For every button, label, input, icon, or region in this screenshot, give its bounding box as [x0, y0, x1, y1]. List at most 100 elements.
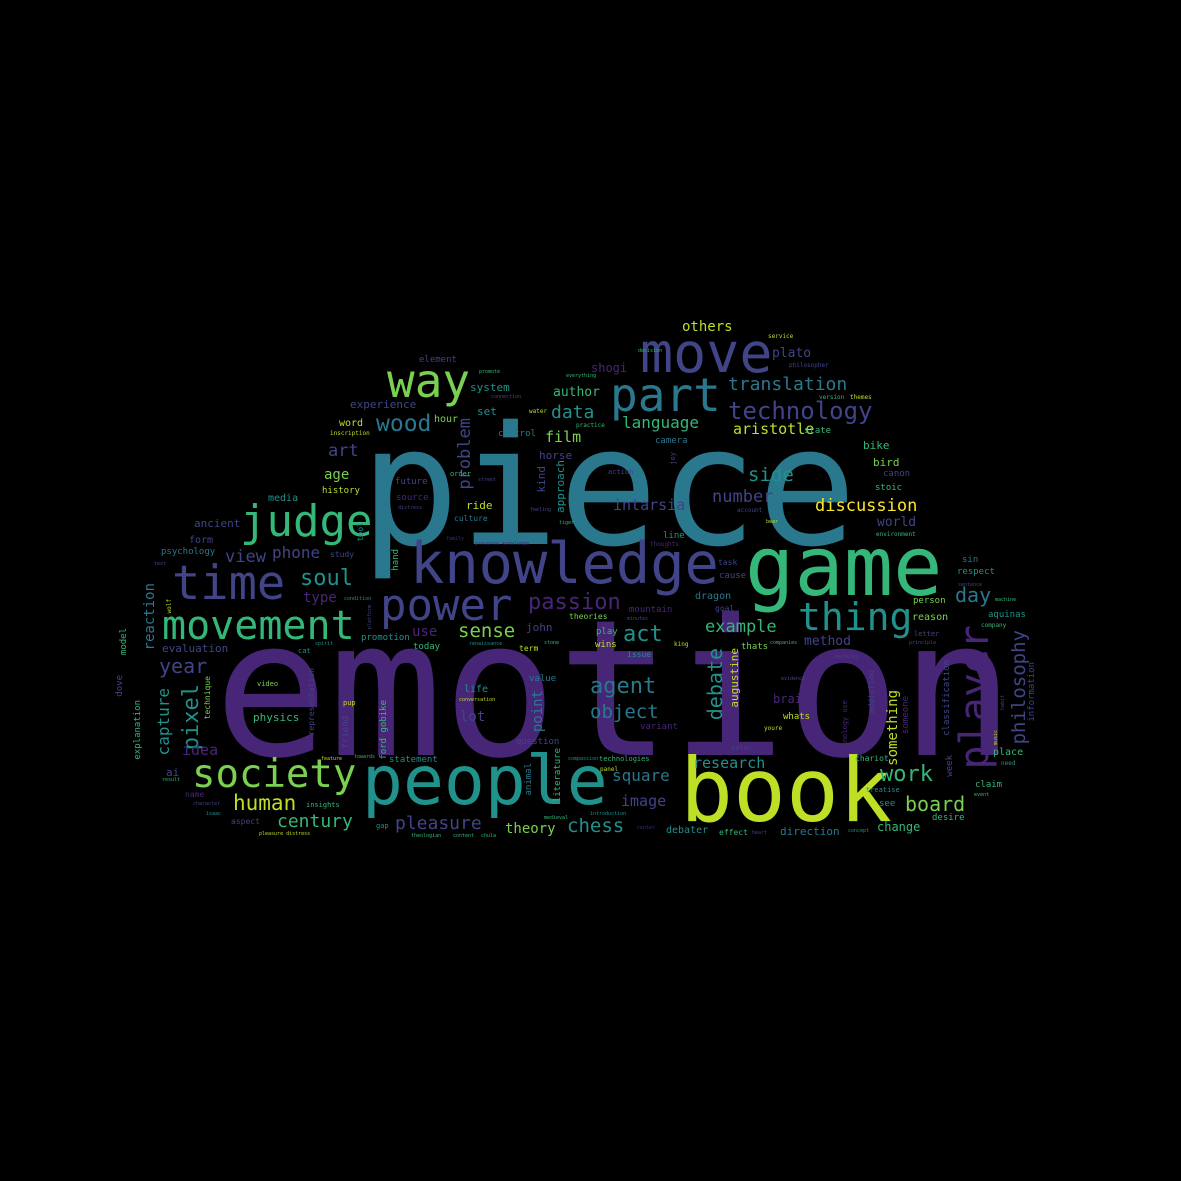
word-art: art — [328, 441, 359, 461]
word-character: character — [193, 801, 221, 807]
word-society: society — [192, 752, 357, 797]
word-evidence: evidence — [781, 676, 806, 682]
word-film: film — [545, 428, 582, 446]
word-technology: technology — [728, 397, 873, 425]
word-translation: translation — [728, 374, 848, 395]
word-work: work — [880, 762, 933, 787]
word-history: history — [322, 486, 360, 496]
word-approach: approach — [554, 460, 567, 513]
word-number: number — [712, 487, 774, 507]
word-inscription: inscription — [330, 430, 370, 437]
word-state: state — [804, 426, 832, 436]
word-isaac: isaac — [206, 811, 222, 817]
word-square: square — [612, 766, 670, 785]
word-reaction: reaction — [142, 583, 158, 651]
word-theory: theory — [505, 821, 556, 837]
word-capture: capture — [154, 688, 173, 756]
word-wood: wood — [376, 411, 432, 437]
word-century: century — [277, 811, 353, 832]
word-wolf: wolf — [166, 599, 173, 614]
word-joy: joy — [669, 452, 677, 465]
word-water: water — [529, 408, 548, 415]
word-youre: youre — [764, 725, 783, 732]
word-chula: chula — [481, 833, 497, 839]
word-information: information — [1027, 662, 1037, 722]
word-theologian: theologian — [411, 833, 442, 839]
word-line: line — [663, 531, 685, 541]
word-technology-use: technology use — [841, 700, 849, 760]
word-idea: idea — [182, 741, 219, 759]
word-service: service — [768, 333, 794, 340]
word-chariot: chariot — [855, 754, 889, 763]
word-problem: problem — [455, 418, 475, 490]
word-point: point — [530, 690, 546, 733]
word-center: center — [637, 825, 656, 831]
word-medieval: medieval — [544, 815, 569, 821]
word-dragon: dragon — [695, 591, 732, 602]
word-name: name — [185, 790, 205, 799]
word-ride: ride — [466, 499, 493, 512]
word-music: music — [993, 730, 999, 746]
word-see: see — [879, 799, 896, 809]
word-word: word — [339, 418, 364, 429]
word-control: control — [498, 429, 536, 439]
word-habit: habit — [1000, 695, 1006, 711]
word-place: place — [993, 747, 1024, 758]
word-age: age — [324, 467, 350, 483]
word-technologies: technologies — [599, 755, 650, 763]
word-decision: decision — [638, 348, 663, 354]
word-thoughts: thoughts — [650, 541, 679, 548]
word-today: today — [413, 642, 441, 652]
word-variant: variant — [640, 722, 678, 732]
word-agent: agent — [590, 674, 657, 699]
word-distress: distress — [398, 505, 423, 511]
word-play: play — [596, 627, 618, 637]
word-conversation: conversation — [459, 697, 496, 703]
word-issue: issue — [627, 650, 652, 659]
word-aspect: aspect — [231, 817, 260, 826]
word-sin: sin — [962, 555, 979, 565]
word-life: life — [464, 684, 489, 695]
word-effect: effect — [719, 828, 748, 837]
word-claim: claim — [975, 780, 1003, 790]
word-john: john — [526, 621, 553, 634]
word-feeling: feeling — [530, 507, 552, 513]
word-understand: understand — [418, 700, 424, 731]
word-year: year — [159, 654, 208, 678]
word-account: account — [737, 507, 763, 514]
word-ancient: ancient — [194, 517, 241, 530]
word-side: side — [748, 464, 794, 486]
word-lot: lot — [460, 709, 486, 725]
word-knowledge: knowledge — [410, 531, 719, 597]
word-animal: animal — [524, 763, 534, 796]
word-human: human — [233, 791, 297, 815]
word-themes: themes — [850, 394, 872, 401]
word-set: set — [477, 405, 497, 418]
word-value: value — [529, 674, 557, 684]
word-person: person — [913, 596, 946, 606]
word-explanation: explanation — [133, 700, 143, 760]
word-shogi: shogi — [591, 361, 628, 375]
word-letter: letter — [914, 630, 940, 638]
word-way: way — [387, 354, 471, 408]
word-promotion: promotion — [361, 633, 410, 643]
word-intarsia: intarsia — [613, 496, 686, 514]
word-stoic: stoic — [875, 483, 903, 493]
word-method: method — [804, 634, 851, 649]
word-book: book — [680, 739, 892, 842]
word-mountain: mountain — [629, 605, 673, 615]
word-feature: feature — [321, 756, 343, 762]
word-thing: thing — [798, 595, 913, 639]
word-respect: respect — [957, 567, 995, 577]
word-brain: brain — [773, 692, 810, 706]
word-street: street — [478, 477, 497, 483]
word-principle: principle — [909, 640, 937, 646]
word-game: game — [745, 520, 943, 615]
word-plato: plato — [772, 346, 812, 361]
word-wins: wins — [595, 640, 617, 650]
word-change: change — [877, 820, 921, 834]
word-spirit: spirit — [315, 641, 334, 647]
word-type: type — [303, 590, 337, 606]
word-culture: culture — [454, 514, 488, 523]
word-addiction: addiction — [867, 670, 876, 714]
